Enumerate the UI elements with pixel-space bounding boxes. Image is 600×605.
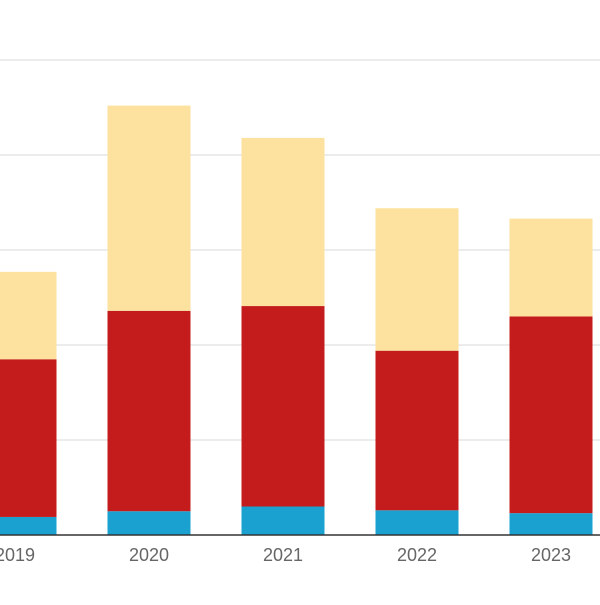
x-tick-label: 2020: [129, 545, 169, 565]
bar-segment: [107, 310, 191, 512]
bar-segment: [509, 513, 593, 535]
bar-segment: [375, 510, 459, 535]
bar-segment: [0, 271, 57, 360]
bar-segment: [0, 516, 57, 535]
bar-segment: [241, 137, 325, 307]
bar-layer: [0, 105, 593, 535]
x-tick-label: 2019: [0, 545, 35, 565]
bar-segment: [241, 306, 325, 507]
bar-segment: [509, 316, 593, 514]
x-tick-label: 2021: [263, 545, 303, 565]
x-tick-label: 2023: [531, 545, 571, 565]
bar-segment: [107, 511, 191, 535]
bar-segment: [241, 506, 325, 535]
bar-segment: [0, 359, 57, 517]
bar-segment: [107, 105, 191, 311]
x-tick-label: 2022: [397, 545, 437, 565]
bar-segment: [509, 218, 593, 317]
bar-segment: [375, 208, 459, 351]
label-layer: 2019 2020 2021 2022 2023: [0, 545, 571, 565]
bar-segment: [375, 350, 459, 511]
